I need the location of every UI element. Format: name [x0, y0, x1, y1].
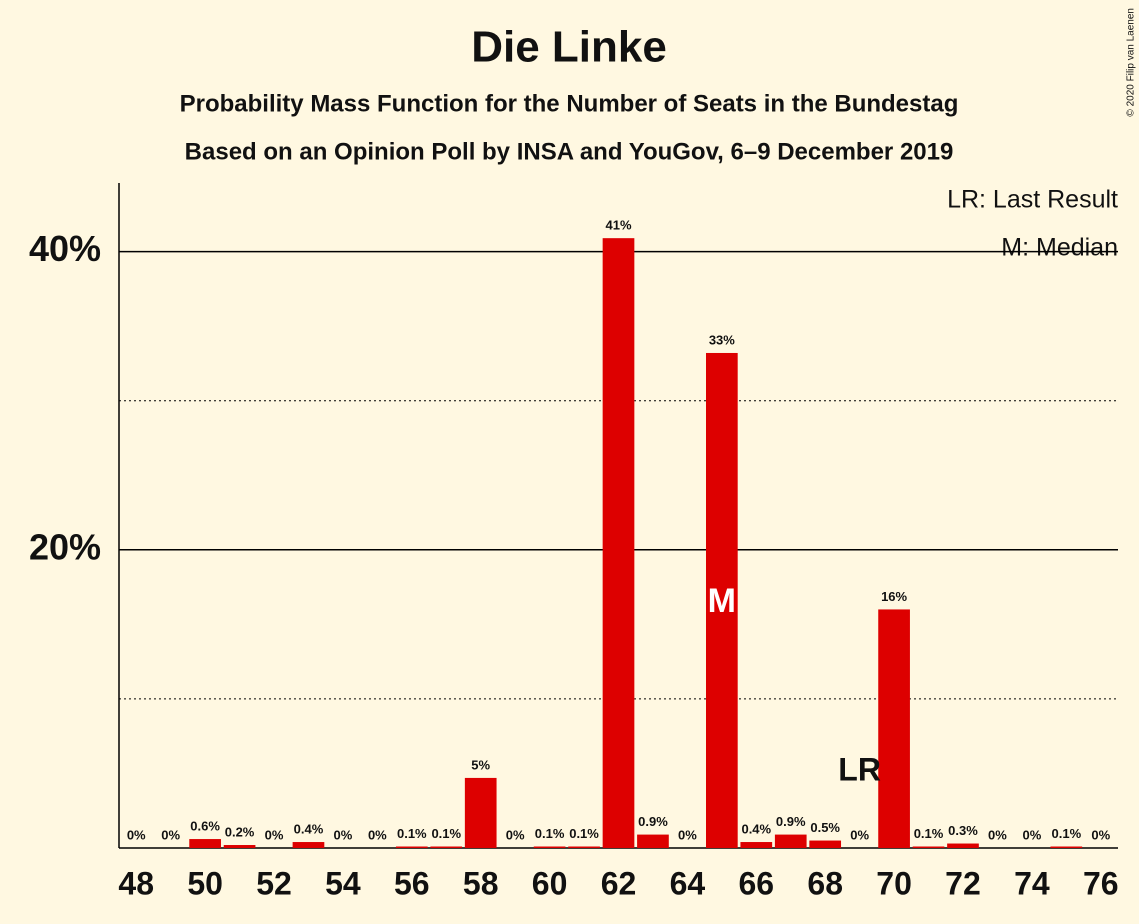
bar — [189, 839, 221, 848]
value-label: 0% — [1091, 827, 1110, 842]
value-label: 0.1% — [914, 826, 944, 841]
bar — [395, 846, 428, 848]
bar — [637, 834, 669, 848]
value-label: 0% — [506, 827, 525, 842]
value-label: 16% — [881, 589, 907, 604]
bar — [292, 842, 325, 848]
value-label: 0.9% — [638, 814, 668, 829]
value-label: 0% — [334, 827, 353, 842]
x-tick-label: 74 — [1014, 865, 1050, 901]
value-label: 0% — [850, 827, 869, 842]
y-tick-label: 40% — [29, 228, 101, 269]
x-tick-label: 68 — [807, 865, 843, 901]
value-label: 0.3% — [948, 823, 978, 838]
legend-entry: LR: Last Result — [947, 186, 1118, 214]
value-label: 0% — [1022, 827, 1041, 842]
value-label: 33% — [709, 332, 735, 347]
x-tick-label: 60 — [532, 865, 568, 901]
value-label: 5% — [471, 757, 490, 772]
value-label: 0% — [988, 827, 1007, 842]
bar — [774, 834, 807, 848]
value-label: 0% — [678, 827, 697, 842]
value-label: 0.1% — [1052, 826, 1082, 841]
value-label: 0.2% — [225, 824, 255, 839]
value-label: 0% — [368, 827, 387, 842]
x-tick-label: 48 — [118, 865, 154, 901]
x-tick-label: 76 — [1083, 865, 1119, 901]
value-label: 0.1% — [431, 826, 461, 841]
bar — [705, 352, 738, 848]
x-tick-label: 62 — [601, 865, 637, 901]
x-tick-label: 70 — [876, 865, 912, 901]
median-marker: M — [708, 582, 736, 620]
bar — [912, 846, 945, 848]
value-label: 0.6% — [190, 818, 220, 833]
value-label: 0.4% — [294, 821, 324, 836]
x-tick-label: 50 — [187, 865, 223, 901]
x-tick-label: 64 — [670, 865, 706, 901]
x-tick-label: 54 — [325, 865, 361, 901]
copyright: © 2020 Filip van Laenen — [1126, 8, 1137, 117]
chart-subtitle: Probability Mass Function for the Number… — [180, 90, 959, 117]
value-label: 0.1% — [569, 826, 599, 841]
chart-title: Die Linke — [471, 23, 667, 72]
bar — [430, 846, 463, 848]
bar — [740, 842, 773, 848]
bar — [533, 846, 566, 848]
value-label: 41% — [605, 218, 631, 233]
value-label: 0.4% — [741, 821, 771, 836]
x-tick-label: 66 — [738, 865, 774, 901]
bar — [1050, 846, 1083, 848]
x-tick-label: 58 — [463, 865, 499, 901]
value-label: 0.9% — [776, 814, 806, 829]
bar — [809, 840, 842, 848]
last-result-marker: LR — [838, 751, 881, 787]
bar — [568, 846, 600, 848]
bar — [602, 238, 635, 849]
bar — [223, 845, 256, 848]
y-tick-label: 20% — [29, 526, 101, 567]
value-label: 0.5% — [810, 820, 840, 835]
value-label: 0.1% — [397, 826, 427, 841]
value-label: 0% — [161, 827, 180, 842]
bar — [947, 843, 979, 848]
value-label: 0.1% — [535, 826, 565, 841]
value-label: 0% — [265, 827, 284, 842]
x-tick-label: 72 — [945, 865, 981, 901]
bar — [878, 609, 910, 848]
legend-entry: M: Median — [1001, 234, 1118, 262]
chart-subtitle: Based on an Opinion Poll by INSA and You… — [185, 138, 954, 165]
x-tick-label: 52 — [256, 865, 292, 901]
bar — [464, 777, 497, 848]
x-tick-label: 56 — [394, 865, 430, 901]
value-label: 0% — [127, 827, 146, 842]
